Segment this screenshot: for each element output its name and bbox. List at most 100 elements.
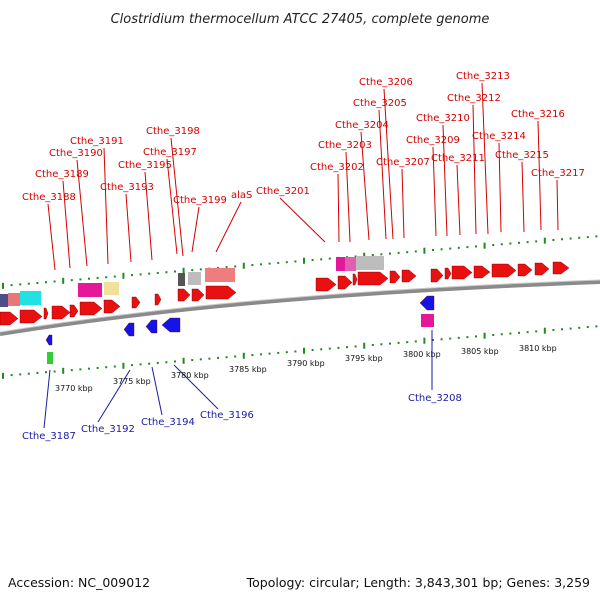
leader-line — [401, 168, 405, 239]
track-tick — [156, 271, 159, 274]
track-tick — [389, 252, 391, 255]
leader-line — [521, 161, 525, 233]
track-tick — [260, 353, 262, 356]
feature-box — [336, 257, 345, 271]
forward-gene-arrow — [444, 267, 452, 280]
track-tick — [148, 272, 151, 275]
track-tick — [113, 365, 116, 368]
track-tick — [432, 339, 434, 341]
gene-label: Cthe_3202 — [310, 162, 364, 173]
track-tick — [27, 372, 30, 375]
leader-line — [125, 193, 132, 263]
track-tick — [191, 269, 194, 272]
reverse-gene-arrow — [419, 295, 435, 311]
track-tick — [156, 361, 159, 364]
gene-label: Cthe_3203 — [318, 140, 372, 151]
track-tick — [225, 266, 228, 269]
forward-gene-arrow — [79, 301, 103, 316]
track-tick — [208, 357, 211, 360]
accession-text: Accession: NC_009012 — [8, 575, 151, 590]
gene-label: Cthe_3192 — [81, 424, 135, 435]
track-tick — [414, 250, 417, 253]
track-tick — [234, 265, 237, 268]
track-tick — [70, 369, 73, 372]
reverse-gene-arrow — [161, 317, 181, 333]
track-tick — [371, 254, 374, 257]
gene-label: Cthe_3205 — [353, 98, 407, 109]
track-tick — [449, 247, 452, 250]
tick-label: 3785 kbp — [229, 365, 267, 374]
forward-gene-arrow — [534, 262, 550, 276]
track-tick — [586, 326, 589, 329]
track-tick — [406, 251, 409, 254]
track-tick — [199, 358, 202, 361]
track-tick — [131, 274, 133, 277]
track-tick — [53, 280, 56, 283]
feature-box — [178, 273, 185, 286]
track-tick — [543, 237, 546, 244]
tick-label: 3790 kbp — [287, 359, 325, 368]
reverse-gene-arrow — [45, 334, 53, 346]
forward-gene-arrow — [0, 311, 19, 326]
track-tick — [96, 276, 99, 279]
track-tick — [526, 331, 529, 334]
track-tick — [36, 371, 39, 374]
leader-line — [144, 171, 153, 261]
track-tick — [277, 351, 280, 354]
track-tick — [354, 345, 357, 348]
track-tick — [389, 342, 391, 345]
tick-label: 3775 kbp — [113, 377, 151, 386]
track-tick — [303, 257, 305, 264]
gene-label: Cthe_3210 — [416, 113, 470, 124]
track-tick — [500, 243, 503, 246]
leader-line — [173, 364, 219, 410]
track-tick — [36, 281, 39, 284]
gene-label: alaS — [231, 190, 252, 201]
track-tick — [88, 367, 90, 370]
track-tick — [509, 242, 512, 245]
forward-gene-arrow — [315, 277, 337, 292]
track-tick — [380, 343, 383, 346]
forward-gene-arrow — [51, 305, 71, 320]
track-tick — [535, 240, 538, 243]
leader-line — [498, 142, 502, 233]
track-tick — [285, 261, 288, 264]
track-tick — [191, 359, 194, 362]
forward-gene-arrow — [352, 273, 358, 286]
forward-gene-arrow — [103, 299, 121, 314]
track-tick — [561, 238, 563, 241]
forward-gene-arrow — [517, 263, 533, 277]
gene-label: Cthe_3214 — [472, 131, 526, 142]
track-tick — [552, 328, 555, 331]
leader-line — [360, 131, 370, 241]
track-tick — [526, 241, 529, 244]
track-tick — [440, 248, 443, 251]
track-tick — [2, 372, 4, 379]
tick-label: 3780 kbp — [171, 371, 209, 380]
gene-label: Cthe_3191 — [70, 136, 124, 147]
track-tick — [242, 262, 245, 269]
track-tick — [45, 371, 47, 374]
track-tick — [79, 278, 82, 281]
leader-line — [170, 137, 184, 257]
forward-genes — [0, 261, 570, 326]
track-tick — [131, 364, 133, 367]
track-tick — [595, 235, 598, 238]
reverse-gene-arrow — [145, 319, 158, 334]
tick-label: 3805 kbp — [461, 347, 499, 356]
track-tick — [320, 258, 323, 261]
gene-label: Cthe_3194 — [141, 417, 195, 428]
track-tick — [457, 246, 460, 249]
track-tick — [27, 282, 30, 285]
gene-label: Cthe_3217 — [531, 168, 585, 179]
track-tick — [586, 236, 589, 239]
leader-line — [383, 88, 394, 240]
track-tick — [53, 370, 56, 373]
track-dots — [2, 235, 598, 379]
track-tick — [406, 341, 409, 344]
forward-gene-arrow — [491, 263, 517, 278]
track-tick — [354, 255, 357, 258]
track-tick — [492, 243, 495, 246]
track-tick — [217, 356, 219, 359]
